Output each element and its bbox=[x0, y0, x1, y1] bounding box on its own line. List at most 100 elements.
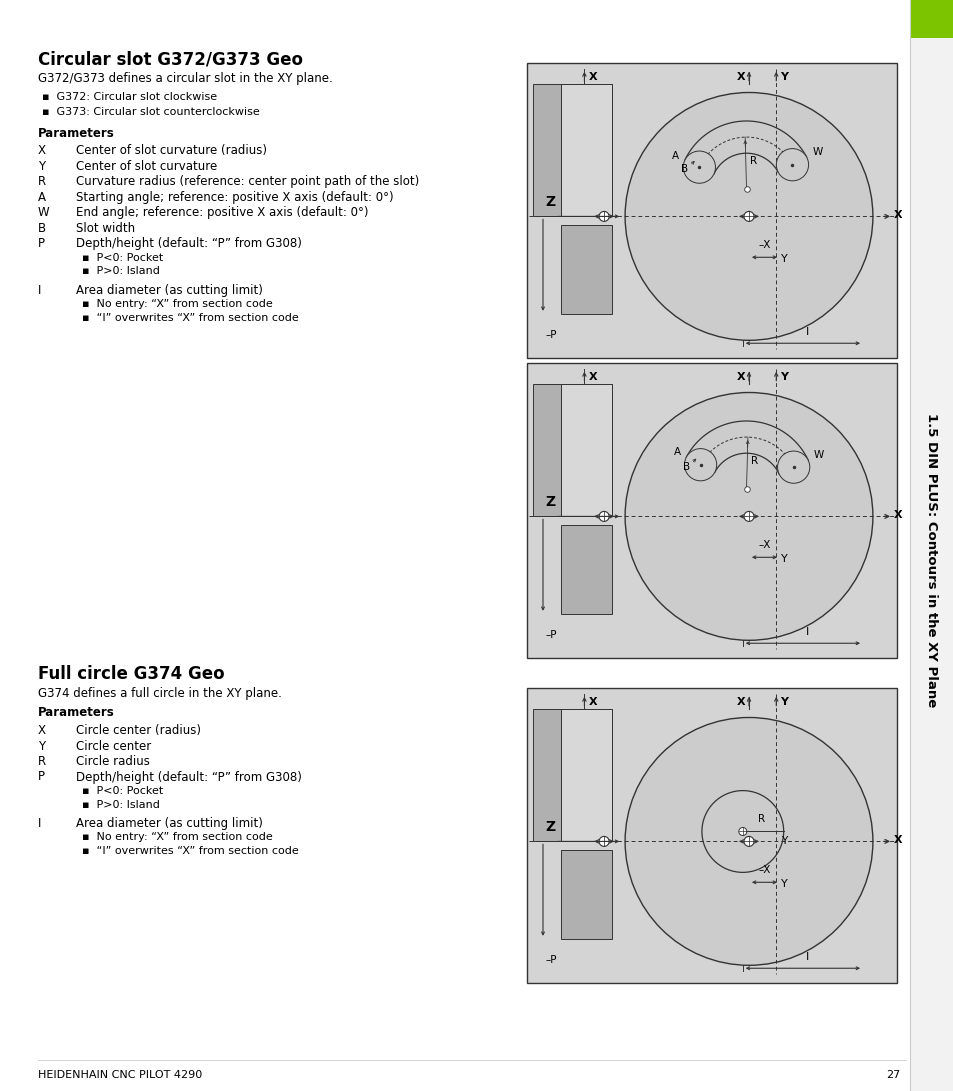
Text: –X: –X bbox=[758, 865, 770, 875]
Text: B: B bbox=[682, 461, 689, 471]
Circle shape bbox=[776, 148, 808, 181]
Circle shape bbox=[624, 393, 872, 640]
Circle shape bbox=[624, 718, 872, 966]
Text: –P: –P bbox=[545, 630, 557, 639]
Text: W: W bbox=[38, 206, 50, 219]
Bar bbox=[560, 384, 612, 516]
Text: R: R bbox=[750, 456, 758, 466]
Text: G374 defines a full circle in the XY plane.: G374 defines a full circle in the XY pla… bbox=[38, 687, 281, 700]
Bar bbox=[560, 709, 612, 841]
Text: W: W bbox=[811, 146, 821, 156]
Text: B: B bbox=[680, 164, 688, 173]
Bar bbox=[533, 709, 612, 841]
Circle shape bbox=[743, 837, 753, 847]
Text: ▪  G372: Circular slot clockwise: ▪ G372: Circular slot clockwise bbox=[42, 92, 217, 101]
Text: A: A bbox=[673, 447, 680, 457]
Text: Center of slot curvature (radius): Center of slot curvature (radius) bbox=[76, 144, 267, 157]
Text: X: X bbox=[588, 697, 597, 707]
Text: Circular slot G372/G373 Geo: Circular slot G372/G373 Geo bbox=[38, 50, 303, 68]
Text: HEIDENHAIN CNC PILOT 4290: HEIDENHAIN CNC PILOT 4290 bbox=[38, 1070, 202, 1080]
Text: I: I bbox=[38, 284, 41, 297]
Text: ▪  P<0: Pocket: ▪ P<0: Pocket bbox=[82, 786, 163, 796]
Text: 27: 27 bbox=[884, 1070, 899, 1080]
Text: Z: Z bbox=[544, 820, 555, 835]
Bar bbox=[560, 225, 612, 314]
Text: Parameters: Parameters bbox=[38, 707, 114, 719]
Text: ▪  P<0: Pocket: ▪ P<0: Pocket bbox=[82, 252, 163, 263]
Text: Y: Y bbox=[781, 554, 787, 564]
Text: ▪  G373: Circular slot counterclockwise: ▪ G373: Circular slot counterclockwise bbox=[42, 107, 259, 117]
Text: Full circle G374 Geo: Full circle G374 Geo bbox=[38, 666, 224, 683]
Text: Depth/height (default: “P” from G308): Depth/height (default: “P” from G308) bbox=[76, 770, 301, 783]
Text: G372/G373 defines a circular slot in the XY plane.: G372/G373 defines a circular slot in the… bbox=[38, 72, 333, 85]
Text: Y: Y bbox=[780, 697, 787, 707]
Circle shape bbox=[598, 837, 608, 847]
Text: P: P bbox=[38, 237, 45, 250]
Circle shape bbox=[624, 93, 872, 340]
Text: Y: Y bbox=[38, 740, 45, 753]
Text: Curvature radius (reference: center point path of the slot): Curvature radius (reference: center poin… bbox=[76, 175, 418, 188]
Circle shape bbox=[738, 827, 746, 836]
Circle shape bbox=[598, 212, 608, 221]
Text: Y: Y bbox=[781, 254, 787, 264]
Text: –P: –P bbox=[545, 955, 557, 964]
Circle shape bbox=[743, 212, 753, 221]
Bar bbox=[560, 84, 612, 216]
Bar bbox=[909, 0, 953, 38]
Bar bbox=[560, 525, 612, 614]
Text: Y: Y bbox=[780, 372, 787, 382]
Text: R: R bbox=[38, 175, 46, 188]
Bar bbox=[533, 84, 612, 216]
Text: –X: –X bbox=[758, 540, 770, 550]
Circle shape bbox=[777, 451, 809, 483]
Text: Parameters: Parameters bbox=[38, 127, 114, 140]
Bar bbox=[560, 850, 612, 938]
Text: Area diameter (as cutting limit): Area diameter (as cutting limit) bbox=[76, 284, 263, 297]
Text: I: I bbox=[38, 817, 41, 830]
Text: B: B bbox=[38, 221, 46, 235]
Text: Starting angle; reference: positive X axis (default: 0°): Starting angle; reference: positive X ax… bbox=[76, 191, 394, 204]
Bar bbox=[526, 63, 896, 358]
Text: ▪  “I” overwrites “X” from section code: ▪ “I” overwrites “X” from section code bbox=[82, 846, 298, 856]
Text: X: X bbox=[588, 372, 597, 382]
Text: ▪  No entry: “X” from section code: ▪ No entry: “X” from section code bbox=[82, 832, 273, 842]
Text: ▪  P>0: Island: ▪ P>0: Island bbox=[82, 266, 160, 276]
Text: X: X bbox=[893, 511, 902, 520]
Bar bbox=[526, 363, 896, 658]
Bar bbox=[533, 384, 612, 516]
Bar bbox=[526, 688, 896, 983]
Text: X: X bbox=[588, 72, 597, 82]
Text: 1.5 DIN PLUS: Contours in the XY Plane: 1.5 DIN PLUS: Contours in the XY Plane bbox=[924, 412, 938, 707]
Text: Y: Y bbox=[781, 837, 786, 847]
Text: I: I bbox=[805, 952, 809, 962]
Bar bbox=[909, 0, 953, 1091]
Text: W: W bbox=[813, 451, 823, 460]
Text: Circle radius: Circle radius bbox=[76, 755, 150, 768]
Text: A: A bbox=[672, 152, 679, 161]
Text: X: X bbox=[38, 144, 46, 157]
Circle shape bbox=[683, 448, 716, 481]
Text: Z: Z bbox=[544, 195, 555, 209]
Text: P: P bbox=[38, 770, 45, 783]
Text: X: X bbox=[737, 72, 745, 82]
Text: Y: Y bbox=[780, 72, 787, 82]
Text: End angle; reference: positive X axis (default: 0°): End angle; reference: positive X axis (d… bbox=[76, 206, 368, 219]
Text: ▪  “I” overwrites “X” from section code: ▪ “I” overwrites “X” from section code bbox=[82, 312, 298, 323]
Text: Y: Y bbox=[38, 159, 45, 172]
Text: Circle center: Circle center bbox=[76, 740, 152, 753]
Text: X: X bbox=[38, 724, 46, 738]
Text: Area diameter (as cutting limit): Area diameter (as cutting limit) bbox=[76, 817, 263, 830]
Text: Depth/height (default: “P” from G308): Depth/height (default: “P” from G308) bbox=[76, 237, 301, 250]
Text: X: X bbox=[893, 836, 902, 846]
Text: Circle center (radius): Circle center (radius) bbox=[76, 724, 201, 738]
Text: ▪  P>0: Island: ▪ P>0: Island bbox=[82, 800, 160, 810]
Text: I: I bbox=[805, 327, 809, 337]
Text: X: X bbox=[737, 372, 745, 382]
Text: I: I bbox=[805, 627, 809, 637]
Text: R: R bbox=[757, 815, 764, 825]
Text: X: X bbox=[737, 697, 745, 707]
Text: Slot width: Slot width bbox=[76, 221, 135, 235]
Circle shape bbox=[743, 512, 753, 521]
Circle shape bbox=[598, 512, 608, 521]
Text: –X: –X bbox=[758, 240, 770, 250]
